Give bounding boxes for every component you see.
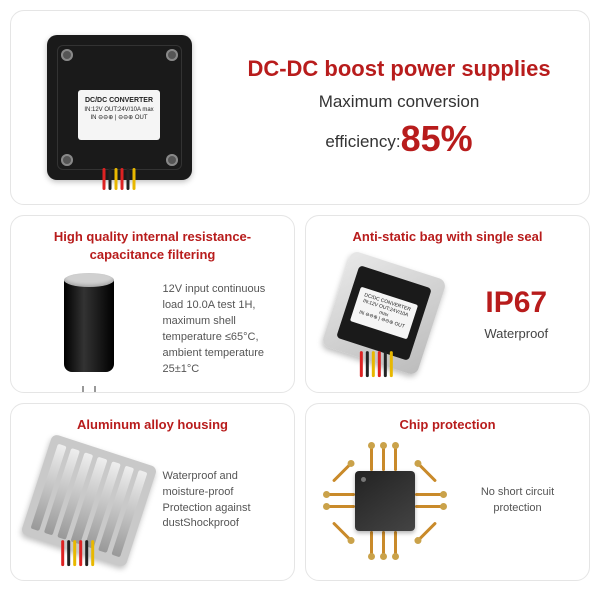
wires-icon [360, 351, 393, 377]
hero-title: DC-DC boost power supplies [227, 56, 571, 82]
ip-rating: IP67 Waterproof [458, 281, 576, 343]
wires-icon [61, 540, 94, 566]
ip-rating-value: IP67 [458, 281, 576, 325]
chip-icon [320, 441, 450, 561]
cell-chip: Chip protection [305, 403, 590, 581]
grey-device-image: DC/DC CONVERTER IN:12V OUT:24V/10A max I… [320, 254, 448, 372]
ip-rating-label: Waterproof [458, 325, 576, 344]
screw-icon [61, 49, 73, 61]
heatsink-image [25, 442, 153, 560]
device-label: DC/DC CONVERTER IN:12V OUT:24V/10A max I… [350, 286, 418, 339]
wires-icon [103, 168, 136, 190]
device-label: DC/DC CONVERTER IN:12V OUT:24V/10A max I… [78, 90, 160, 140]
efficiency-label: efficiency: [325, 132, 400, 151]
hero-device-image: DC/DC CONVERTER IN:12V OUT:24V/10A max I… [29, 25, 209, 190]
device-label-line: IN:12V OUT:24V/10A max [82, 106, 156, 114]
device-label-line: IN ⊖⊖⊕ | ⊖⊖⊕ OUT [82, 114, 156, 122]
cell-text: 12V input continuous load 10.0A test 1H,… [163, 282, 281, 378]
heatsink-icon [20, 434, 157, 568]
hero-efficiency: efficiency:85% [227, 118, 571, 160]
hero-text: DC-DC boost power supplies Maximum conve… [227, 56, 571, 160]
cell-title: High quality internal resistance-capacit… [25, 228, 280, 263]
screw-icon [166, 154, 178, 166]
screw-icon [61, 154, 73, 166]
converter-device-grey: DC/DC CONVERTER IN:12V OUT:24V/10A max I… [321, 250, 447, 376]
chip-image [320, 442, 450, 560]
cell-antistatic: Anti-static bag with single seal DC/DC C… [305, 215, 590, 393]
cell-text: No short circuit protection [460, 485, 575, 517]
hero-panel: DC/DC CONVERTER IN:12V OUT:24V/10A max I… [10, 10, 590, 205]
cell-title: Aluminum alloy housing [25, 416, 280, 434]
efficiency-value: 85% [401, 118, 473, 159]
hero-subtitle: Maximum conversion [227, 92, 571, 112]
converter-device: DC/DC CONVERTER IN:12V OUT:24V/10A max I… [47, 35, 192, 180]
capacitor-icon [64, 273, 114, 388]
cell-title: Chip protection [320, 416, 575, 434]
cell-title: Anti-static bag with single seal [320, 228, 575, 246]
cell-text: Waterproof and moisture-proof Protection… [163, 469, 281, 533]
cell-filtering: High quality internal resistance-capacit… [10, 215, 295, 393]
device-label-line: DC/DC CONVERTER [82, 96, 156, 106]
cell-housing: Aluminum alloy housing Waterproof and mo… [10, 403, 295, 581]
feature-grid: High quality internal resistance-capacit… [10, 215, 590, 581]
capacitor-image [25, 271, 153, 389]
screw-icon [166, 49, 178, 61]
